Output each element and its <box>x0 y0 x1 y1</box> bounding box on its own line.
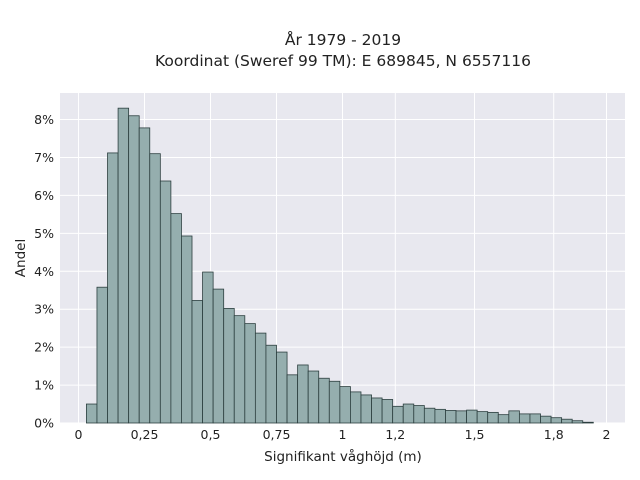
histogram-bar <box>487 411 499 424</box>
x-tick-label: 0,75 <box>263 427 291 442</box>
y-tick-label: 7% <box>34 150 54 165</box>
histogram-bar <box>117 107 130 424</box>
histogram-bar <box>318 377 330 424</box>
histogram-bar <box>476 411 489 424</box>
y-tick-label: 4% <box>34 264 54 279</box>
histogram-bar <box>371 397 383 424</box>
histogram-bar <box>96 286 108 424</box>
histogram-bar <box>223 308 235 424</box>
histogram-bar <box>466 409 478 424</box>
histogram-bar <box>202 271 214 424</box>
y-tick-label: 2% <box>34 340 54 355</box>
histogram-bar <box>286 374 299 424</box>
histogram-bar <box>159 180 172 424</box>
histogram-bar <box>328 380 341 424</box>
histogram-bar <box>497 414 510 424</box>
histogram-bar <box>423 407 436 424</box>
histogram-bar <box>402 403 415 424</box>
x-tick-label: 1 <box>339 427 347 442</box>
histogram-bar <box>529 413 541 424</box>
histogram-bar <box>181 235 193 424</box>
histogram-bar <box>212 288 225 424</box>
y-tick-label: 0% <box>34 416 54 431</box>
histogram-bar <box>350 391 362 424</box>
histogram-bar <box>339 386 351 424</box>
histogram-bar <box>582 421 594 424</box>
histogram-bar <box>518 413 531 424</box>
chart-title-line2: Koordinat (Sweref 99 TM): E 689845, N 65… <box>155 52 531 70</box>
histogram-bar <box>540 415 552 424</box>
x-tick-label: 0,5 <box>201 427 221 442</box>
histogram-bar <box>191 300 203 424</box>
y-tick-label: 6% <box>34 188 54 203</box>
y-axis-ticks: 0% 1% 2% 3% 4% 5% 6% 7% 8% <box>34 112 54 430</box>
histogram-bar <box>244 323 256 424</box>
x-axis-label: Signifikant våghöjd (m) <box>264 448 422 465</box>
histogram-bar <box>149 153 161 424</box>
histogram-bar <box>392 405 404 424</box>
histogram-bar <box>508 410 520 424</box>
x-tick-label: 1,2 <box>385 427 405 442</box>
x-tick-label: 0 <box>75 427 83 442</box>
histogram-bar <box>276 351 288 424</box>
y-tick-label: 8% <box>34 112 54 127</box>
x-tick-label: 2 <box>603 427 611 442</box>
histogram-bar <box>455 410 467 424</box>
histogram-bars <box>86 107 594 424</box>
histogram-bar <box>254 332 267 424</box>
histogram-bar <box>413 405 425 424</box>
y-tick-label: 5% <box>34 226 54 241</box>
x-tick-label: 1,5 <box>465 427 485 442</box>
histogram-bar <box>107 152 119 424</box>
histogram-bar <box>86 403 98 424</box>
x-axis-ticks: 0 0,25 0,5 0,75 1 1,2 1,5 1,8 2 <box>75 427 611 442</box>
y-axis-label: Andel <box>13 239 29 277</box>
histogram-bar <box>561 418 573 424</box>
histogram-bar <box>265 344 277 424</box>
histogram-bar <box>360 394 372 424</box>
histogram-bar <box>233 315 246 424</box>
histogram-bar <box>138 127 151 424</box>
x-tick-label: 0,25 <box>131 427 159 442</box>
x-tick-label: 1,8 <box>544 427 564 442</box>
histogram-bar <box>170 213 182 424</box>
chart-title-line1: År 1979 - 2019 <box>285 30 401 49</box>
histogram-bar <box>297 364 309 424</box>
histogram-bar <box>381 399 394 424</box>
histogram-bar <box>128 115 140 424</box>
histogram-bar <box>434 408 446 424</box>
histogram-bar <box>445 410 457 424</box>
histogram-bar <box>307 370 320 424</box>
histogram-bar <box>550 417 563 424</box>
y-tick-label: 3% <box>34 302 54 317</box>
y-tick-label: 1% <box>34 378 54 393</box>
histogram-bar <box>571 420 584 424</box>
